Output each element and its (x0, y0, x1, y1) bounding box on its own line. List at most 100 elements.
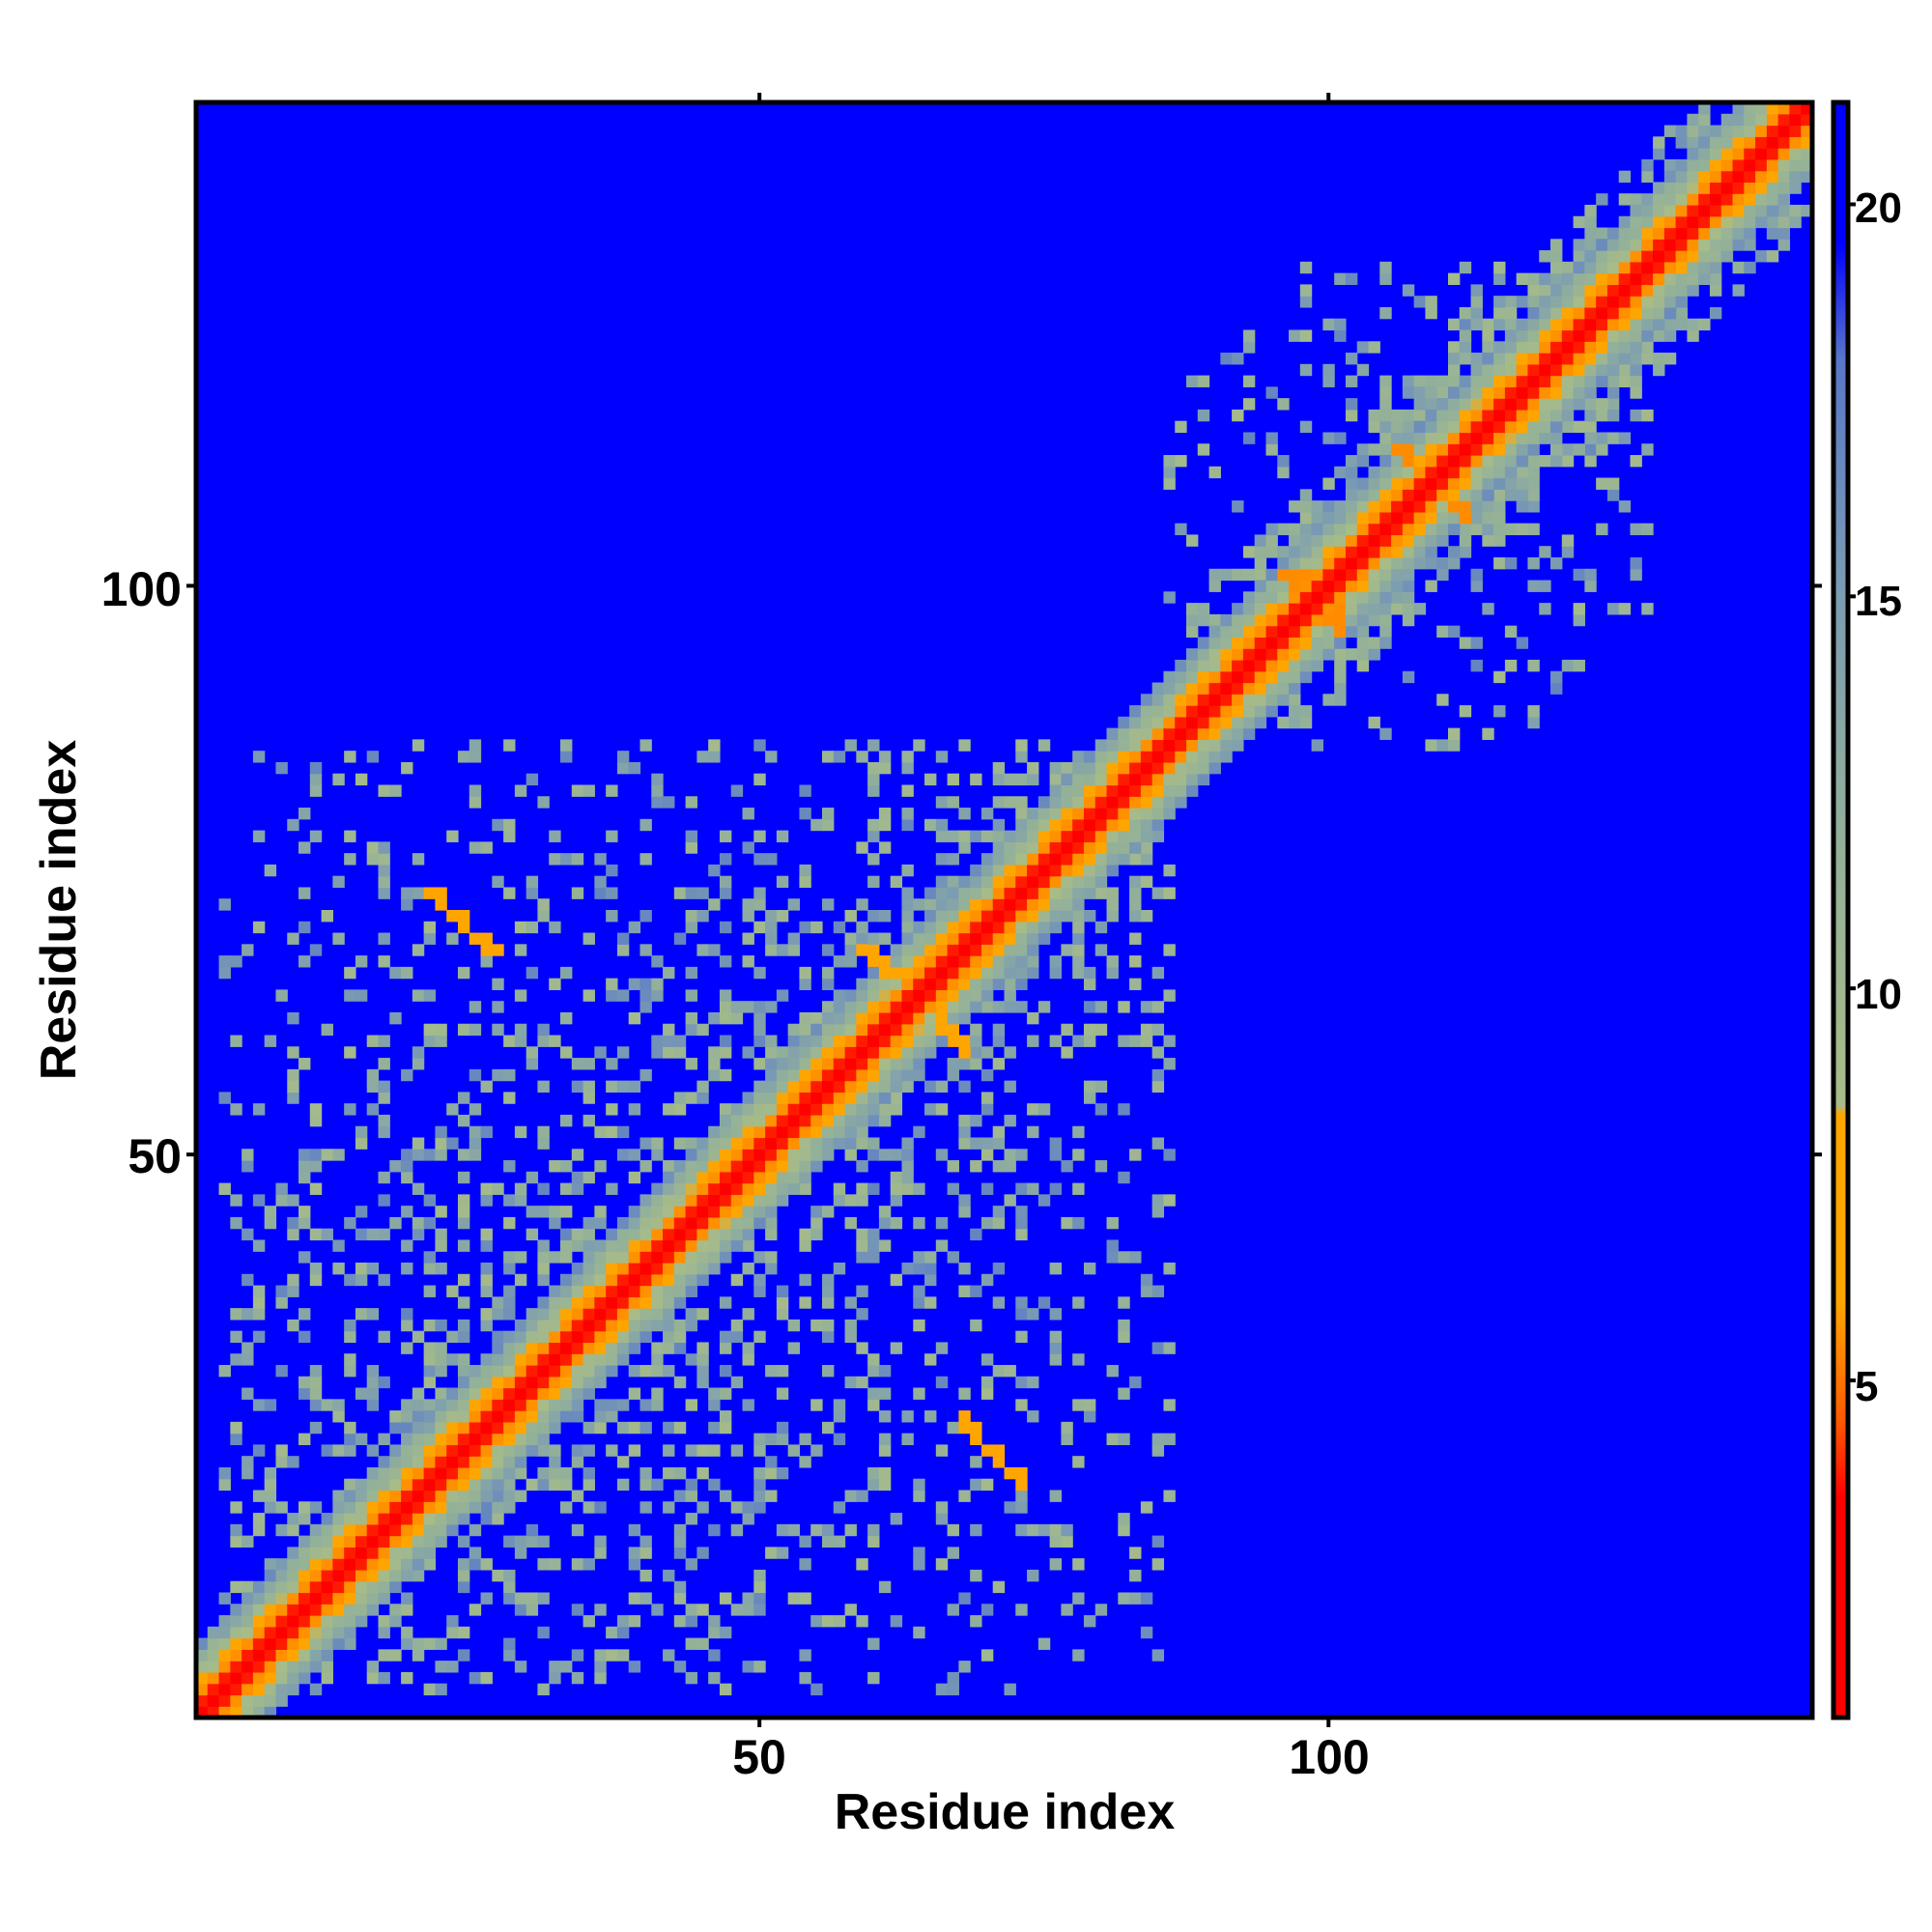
heatmap-cell (480, 1671, 493, 1685)
heatmap-cell (446, 1456, 459, 1468)
heatmap-cell (1413, 386, 1427, 399)
heatmap-cell (616, 751, 630, 763)
heatmap-cell (1732, 204, 1745, 217)
heatmap-cell (378, 1592, 390, 1605)
heatmap-cell (1197, 773, 1210, 786)
heatmap-cell (1049, 1490, 1063, 1502)
heatmap-cell (958, 1194, 971, 1207)
heatmap-cell (287, 1092, 299, 1104)
heatmap-cell (1413, 523, 1427, 536)
heatmap-cell (594, 1535, 607, 1548)
heatmap-cell (1242, 637, 1256, 649)
heatmap-cell (549, 1399, 561, 1411)
heatmap-cell (1151, 761, 1165, 775)
heatmap-cell (970, 944, 982, 956)
heatmap-cell (309, 1626, 323, 1639)
heatmap-cell (537, 1023, 550, 1037)
heatmap-cell (1232, 670, 1244, 684)
heatmap-cell (1151, 887, 1165, 899)
heatmap-cell (1720, 193, 1734, 206)
heatmap-cell (947, 1421, 959, 1435)
heatmap-cell (765, 921, 778, 934)
heatmap-cell (1755, 125, 1768, 137)
heatmap-cell (685, 887, 697, 899)
heatmap-cell (628, 1547, 641, 1559)
heatmap-cell (867, 1001, 880, 1013)
heatmap-cell (1755, 250, 1768, 263)
heatmap-cell (526, 1387, 539, 1400)
heatmap-cell (696, 1092, 709, 1104)
heatmap-cell (1140, 716, 1153, 729)
heatmap-cell (1265, 613, 1278, 627)
heatmap-cell (1289, 568, 1301, 582)
heatmap-cell (344, 1592, 356, 1605)
heatmap-cell (1129, 751, 1142, 763)
heatmap-cell (753, 1466, 766, 1480)
heatmap-cell (1265, 386, 1278, 399)
heatmap-cell (1345, 591, 1358, 604)
heatmap-cell (537, 1444, 550, 1457)
heatmap-cell (1083, 853, 1096, 866)
heatmap-cell (230, 1433, 242, 1446)
heatmap-cell (901, 978, 914, 991)
heatmap-cell (1641, 193, 1654, 206)
heatmap-cell (1777, 170, 1791, 184)
heatmap-cell (1242, 603, 1256, 615)
heatmap-cell (264, 1478, 277, 1492)
heatmap-cell (457, 1194, 470, 1207)
heatmap-cell (651, 1194, 664, 1207)
heatmap-cell (787, 1137, 801, 1150)
heatmap-cell (890, 1080, 903, 1094)
heatmap-cell (1630, 306, 1642, 320)
heatmap-cell (1049, 1523, 1063, 1537)
heatmap-cell (787, 1035, 801, 1047)
heatmap-cell (230, 1649, 242, 1662)
heatmap-cell (821, 1068, 835, 1082)
heatmap-cell (1720, 227, 1734, 240)
heatmap-cell (378, 1478, 390, 1492)
heatmap-cell (1049, 808, 1063, 820)
heatmap-cell (1345, 272, 1358, 286)
heatmap-cell (1037, 932, 1051, 945)
heatmap-cell (1425, 443, 1437, 456)
heatmap-cell (1299, 716, 1313, 729)
heatmap-cell (1322, 500, 1335, 513)
heatmap-cell (628, 1216, 641, 1230)
heatmap-cell (719, 853, 732, 866)
heatmap-cell (1322, 591, 1335, 604)
heatmap-cell (492, 1182, 504, 1195)
heatmap-cell (252, 1604, 266, 1616)
heatmap-cell (549, 1444, 561, 1457)
heatmap-cell (616, 1626, 630, 1639)
heatmap-cell (275, 1523, 288, 1537)
heatmap-cell (1573, 398, 1585, 411)
heatmap-cell (275, 761, 288, 775)
heatmap-cell (878, 841, 892, 854)
heatmap-cell (1493, 500, 1506, 513)
heatmap-cell (1709, 170, 1722, 184)
heatmap-cell (1140, 694, 1153, 706)
heatmap-cell (947, 1251, 959, 1264)
heatmap-cell (696, 1547, 709, 1559)
heatmap-cell (1687, 261, 1699, 274)
heatmap-cell (639, 1592, 652, 1605)
heatmap-cell (1596, 341, 1608, 354)
heatmap-cell (457, 1478, 470, 1492)
heatmap-cell (1208, 761, 1221, 775)
heatmap-cell (1641, 296, 1654, 308)
heatmap-cell (947, 989, 959, 1002)
heatmap-cell (264, 1490, 277, 1502)
heatmap-cell (856, 1182, 868, 1195)
heatmap-cell (1027, 818, 1039, 832)
heatmap-cell (309, 1535, 323, 1548)
heatmap-cell (1299, 568, 1313, 582)
heatmap-cell (503, 887, 516, 899)
heatmap-cell (776, 1068, 789, 1082)
heatmap-cell (1618, 261, 1632, 274)
heatmap-cell (503, 739, 516, 752)
heatmap-cell (1391, 511, 1404, 525)
heatmap-cell (1151, 1206, 1165, 1218)
heatmap-cell (401, 1558, 413, 1571)
heatmap-cell (1151, 1046, 1165, 1059)
heatmap-cell (708, 1182, 721, 1195)
